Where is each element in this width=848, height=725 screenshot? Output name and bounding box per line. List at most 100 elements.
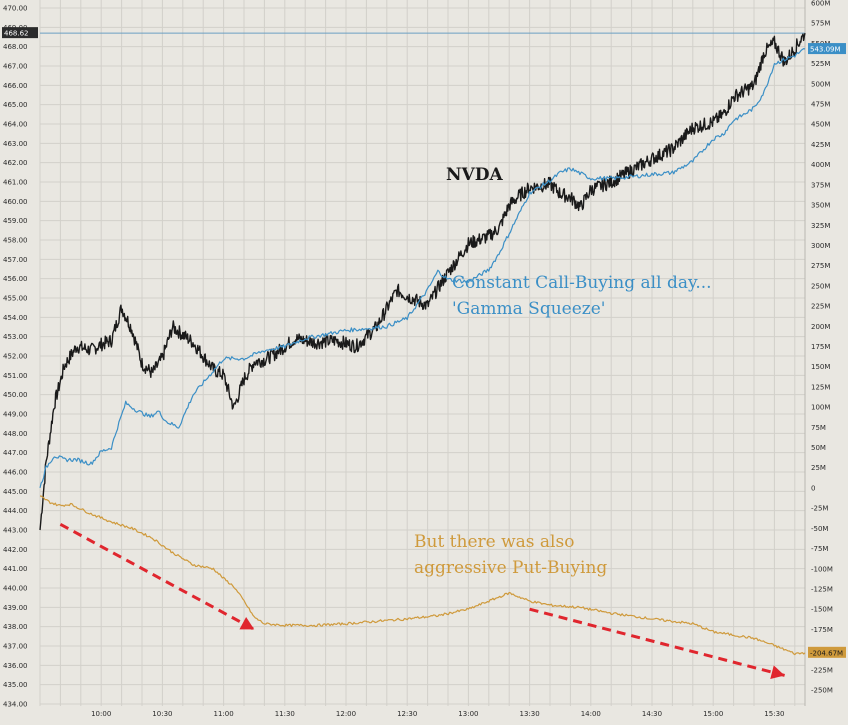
left-tick-label: 435.00 <box>3 681 28 689</box>
left-tick-label: 456.00 <box>3 275 28 283</box>
left-tick-label: 441.00 <box>3 565 28 573</box>
right-axis: 600M575M550M525M500M475M450M425M400M375M… <box>811 0 833 695</box>
x-tick-label: 10:30 <box>152 710 172 718</box>
annotation-nvda: NVDA <box>446 165 503 185</box>
right-tick-label: 25M <box>811 464 826 472</box>
right-tick-label: 125M <box>811 383 830 391</box>
annotation-call-buying: Constant Call-Buying all day... <box>452 273 712 293</box>
right-tick-label: 300M <box>811 242 830 250</box>
left-tick-label: 450.00 <box>3 391 28 399</box>
left-tick-label: 455.00 <box>3 295 28 303</box>
right-tick-label: 525M <box>811 60 830 68</box>
left-tick-label: 453.00 <box>3 333 28 341</box>
x-tick-label: 15:00 <box>703 710 723 718</box>
left-tick-label: 446.00 <box>3 469 28 477</box>
x-axis: 10:00 10:30 11:00 11:30 12:00 12:30 13:00 13:30… <box>91 710 784 718</box>
right-tick-label: 425M <box>811 141 830 149</box>
left-tick-label: 463.00 <box>3 140 28 148</box>
left-tick-label: 467.00 <box>3 63 28 71</box>
right-tick-label: 50M <box>811 444 826 452</box>
nvda-last-value: 468.62 <box>4 30 29 38</box>
x-tick-label: 14:00 <box>581 710 601 718</box>
series-line-call-buying <box>39 47 806 489</box>
left-tick-label: 449.00 <box>3 411 28 419</box>
right-tick-label: 475M <box>811 101 830 109</box>
left-tick-label: 442.00 <box>3 546 28 554</box>
right-tick-label: 275M <box>811 262 830 270</box>
x-tick-label: 11:30 <box>275 710 295 718</box>
right-tick-label: 325M <box>811 222 830 230</box>
value-labels: 468.62 543.09M -204.67M <box>2 27 846 658</box>
x-tick-label: 12:00 <box>336 710 356 718</box>
left-tick-label: 462.00 <box>3 159 28 167</box>
right-tick-label: 500M <box>811 80 830 88</box>
right-tick-label: -175M <box>811 626 833 634</box>
left-tick-label: 457.00 <box>3 256 28 264</box>
right-tick-label: 400M <box>811 161 830 169</box>
right-tick-label: 225M <box>811 303 830 311</box>
x-tick-label: 10:00 <box>91 710 111 718</box>
left-tick-label: 438.00 <box>3 623 28 631</box>
put-buying-last-value: -204.67M <box>810 649 843 657</box>
left-tick-label: 434.00 <box>3 701 28 709</box>
left-tick-label: 443.00 <box>3 527 28 535</box>
left-tick-label: 437.00 <box>3 643 28 651</box>
left-tick-label: 466.00 <box>3 82 28 90</box>
x-tick-label: 11:00 <box>214 710 234 718</box>
left-tick-label: 468.00 <box>3 43 28 51</box>
put-buying-last-value-bg <box>808 646 846 658</box>
left-tick-label: 451.00 <box>3 372 28 380</box>
right-tick-label: 250M <box>811 282 830 290</box>
annotation-put-buying-2: aggressive Put-Buying <box>414 558 607 578</box>
right-tick-label: 100M <box>811 404 830 412</box>
annotation-gamma-squeeze: 'Gamma Squeeze' <box>452 299 605 319</box>
left-tick-label: 452.00 <box>3 353 28 361</box>
x-tick-label: 15:30 <box>764 710 784 718</box>
x-tick-label: 13:30 <box>520 710 540 718</box>
right-tick-label: 175M <box>811 343 830 351</box>
right-tick-label: -75M <box>811 545 828 553</box>
right-tick-label: 350M <box>811 202 830 210</box>
left-tick-label: 465.00 <box>3 101 28 109</box>
left-tick-label: 439.00 <box>3 604 28 612</box>
right-tick-label: 375M <box>811 181 830 189</box>
right-tick-label: -225M <box>811 666 833 674</box>
right-tick-label: -150M <box>811 606 833 614</box>
right-tick-label: 450M <box>811 121 830 129</box>
nvda-last-value-bg <box>2 27 38 39</box>
call-buying-last-value-bg <box>808 43 846 55</box>
series-line-nvda <box>39 32 806 531</box>
x-tick-label: 14:30 <box>642 710 662 718</box>
right-tick-label: -50M <box>811 525 828 533</box>
left-tick-label: 461.00 <box>3 179 28 187</box>
right-tick-label: -100M <box>811 565 833 573</box>
annotation-put-buying-1: But there was also <box>414 532 574 552</box>
grid <box>39 0 806 706</box>
right-tick-label: 150M <box>811 363 830 371</box>
left-tick-label: 440.00 <box>3 585 28 593</box>
right-tick-label: 0 <box>811 484 815 492</box>
trend-arrow-1-head <box>239 617 255 630</box>
left-tick-label: 448.00 <box>3 430 28 438</box>
left-tick-label: 447.00 <box>3 449 28 457</box>
right-tick-label: 75M <box>811 424 826 432</box>
left-tick-label: 458.00 <box>3 237 28 245</box>
left-tick-label: 464.00 <box>3 121 28 129</box>
right-tick-label: 600M <box>811 0 830 8</box>
right-tick-label: -25M <box>811 505 828 513</box>
right-tick-label: -125M <box>811 585 833 593</box>
left-tick-label: 470.00 <box>3 5 28 13</box>
left-tick-label: 444.00 <box>3 507 28 515</box>
left-tick-label: 436.00 <box>3 662 28 670</box>
right-tick-label: -250M <box>811 687 833 695</box>
series-layer <box>39 32 806 656</box>
x-tick-label: 13:00 <box>458 710 478 718</box>
left-tick-label: 445.00 <box>3 488 28 496</box>
series-line-put-buying <box>39 495 806 656</box>
trend-arrow-1 <box>59 522 255 631</box>
right-tick-label: 575M <box>811 20 830 28</box>
trend-arrow-2-head <box>770 665 785 679</box>
left-tick-label: 459.00 <box>3 217 28 225</box>
arrows-layer <box>59 522 785 679</box>
